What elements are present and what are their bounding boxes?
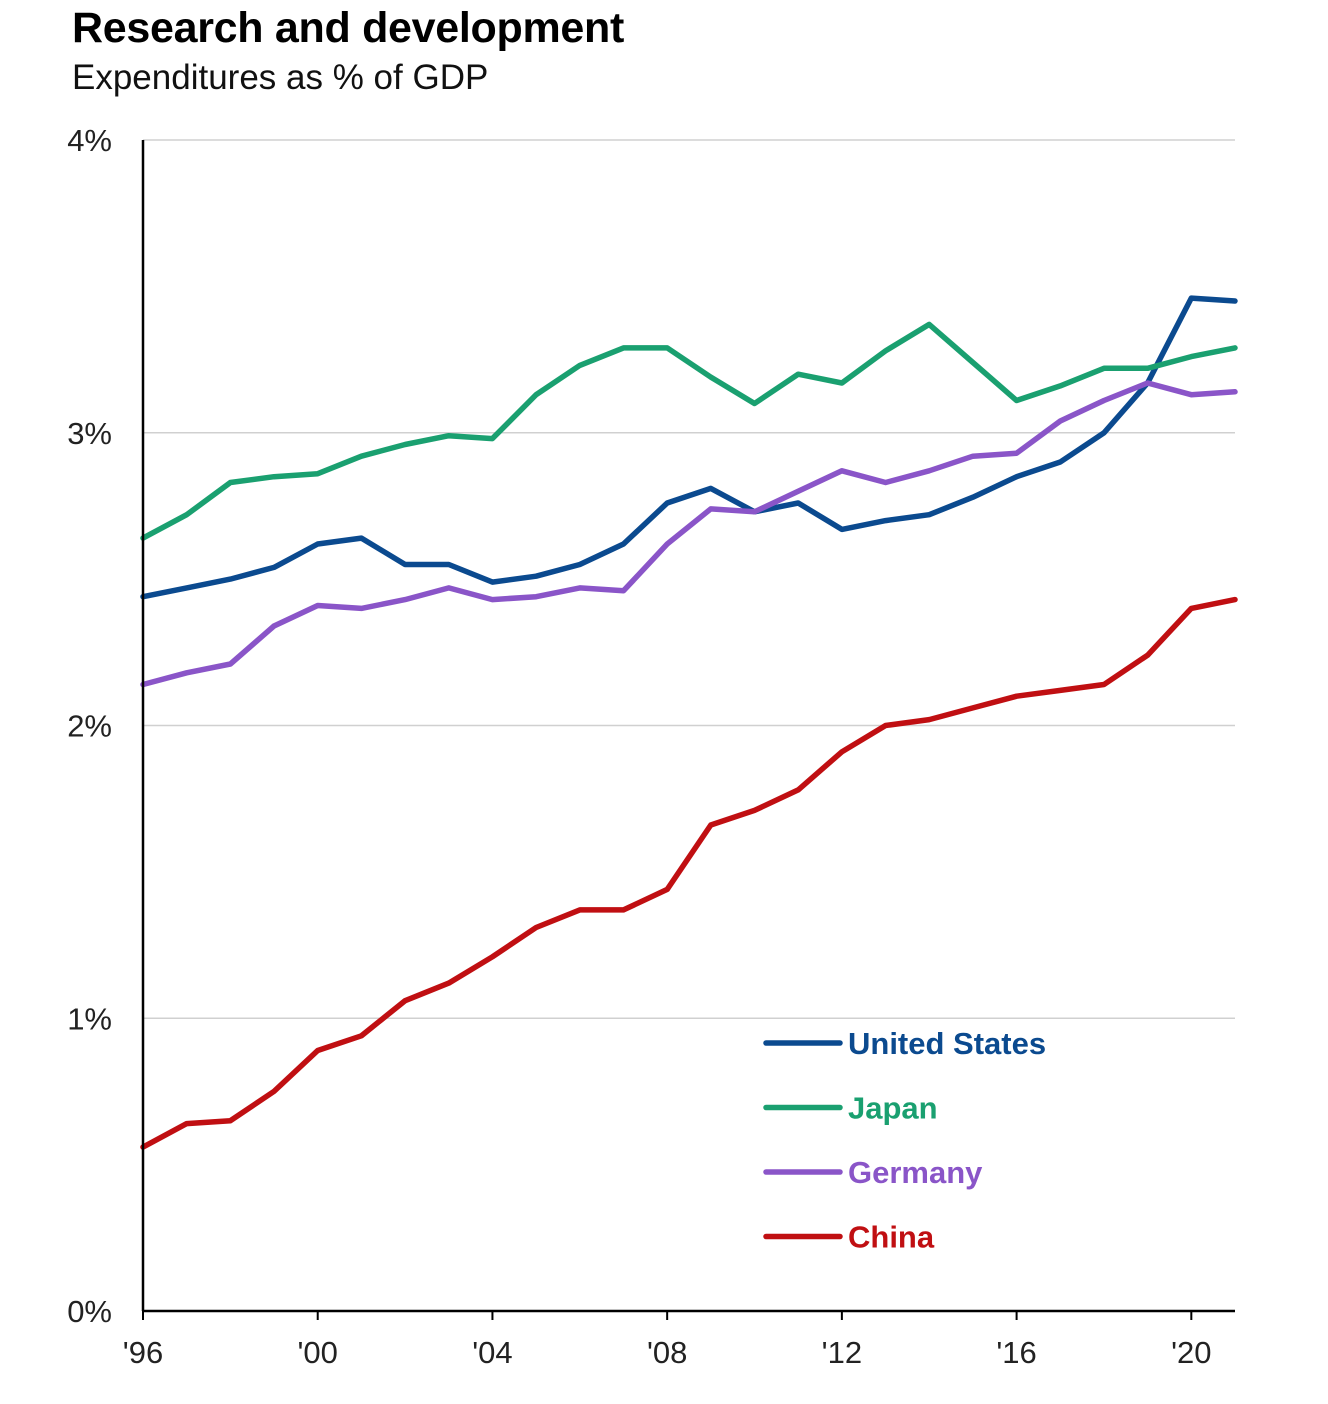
- legend-item-china: China: [763, 1220, 935, 1255]
- x-tick-label: '96: [123, 1335, 163, 1370]
- y-tick-label: 3%: [67, 416, 112, 451]
- legend-item-japan: Japan: [763, 1091, 938, 1126]
- x-tick-label: '04: [472, 1335, 512, 1370]
- y-axis-tick-labels: 0% 1% 2% 3% 4%: [67, 123, 112, 1329]
- legend-label: Germany: [848, 1155, 983, 1190]
- legend-label: China: [848, 1220, 935, 1255]
- legend-label: United States: [848, 1026, 1046, 1061]
- x-tick-label: '00: [298, 1335, 338, 1370]
- y-tick-label: 2%: [67, 709, 112, 744]
- x-tick-label: '16: [996, 1335, 1036, 1370]
- y-tick-label: 1%: [67, 1001, 112, 1036]
- chart-title: Research and development: [72, 4, 624, 52]
- legend-item-united-states: United States: [763, 1026, 1046, 1061]
- y-tick-label: 4%: [67, 123, 112, 158]
- series-lines: [140, 295, 1238, 1150]
- x-tick-label: '20: [1171, 1335, 1211, 1370]
- x-axis-tick-labels: '96 '00 '04 '08 '12 '16 '20: [123, 1335, 1212, 1370]
- legend-item-germany: Germany: [763, 1155, 983, 1190]
- series-line-japan: [140, 321, 1238, 541]
- series-line-germany: [140, 380, 1238, 688]
- legend-label: Japan: [848, 1091, 938, 1126]
- series-line-china: [140, 596, 1238, 1150]
- chart-subtitle: Expenditures as % of GDP: [72, 58, 489, 97]
- y-tick-label: 0%: [67, 1294, 112, 1329]
- grid-lines: [143, 139, 1235, 1019]
- series-line-united-states: [140, 295, 1238, 600]
- axes: [141, 140, 1235, 1320]
- x-tick-label: '12: [822, 1335, 862, 1370]
- x-tick-label: '08: [647, 1335, 687, 1370]
- legend: United States Japan Germany China: [763, 1026, 1046, 1255]
